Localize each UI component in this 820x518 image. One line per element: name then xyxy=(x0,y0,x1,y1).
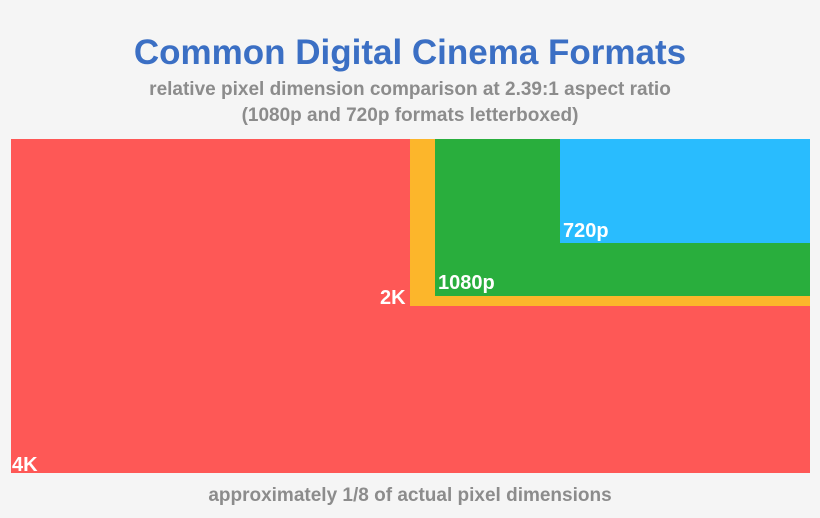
format-label-2k: 2K xyxy=(380,287,406,309)
diagram-title: Common Digital Cinema Formats xyxy=(133,33,687,72)
format-label-4k: 4K xyxy=(12,454,38,476)
format-label-720p: 720p xyxy=(563,220,609,242)
diagram-footer-note: approximately 1/8 of actual pixel dimens… xyxy=(208,485,612,506)
format-box-720p xyxy=(560,139,810,243)
format-label-1080p: 1080p xyxy=(438,272,495,294)
diagram-subtitle-line-1: relative pixel dimension comparison at 2… xyxy=(149,79,671,100)
diagram-subtitle-line-2: (1080p and 720p formats letterboxed) xyxy=(241,105,579,126)
